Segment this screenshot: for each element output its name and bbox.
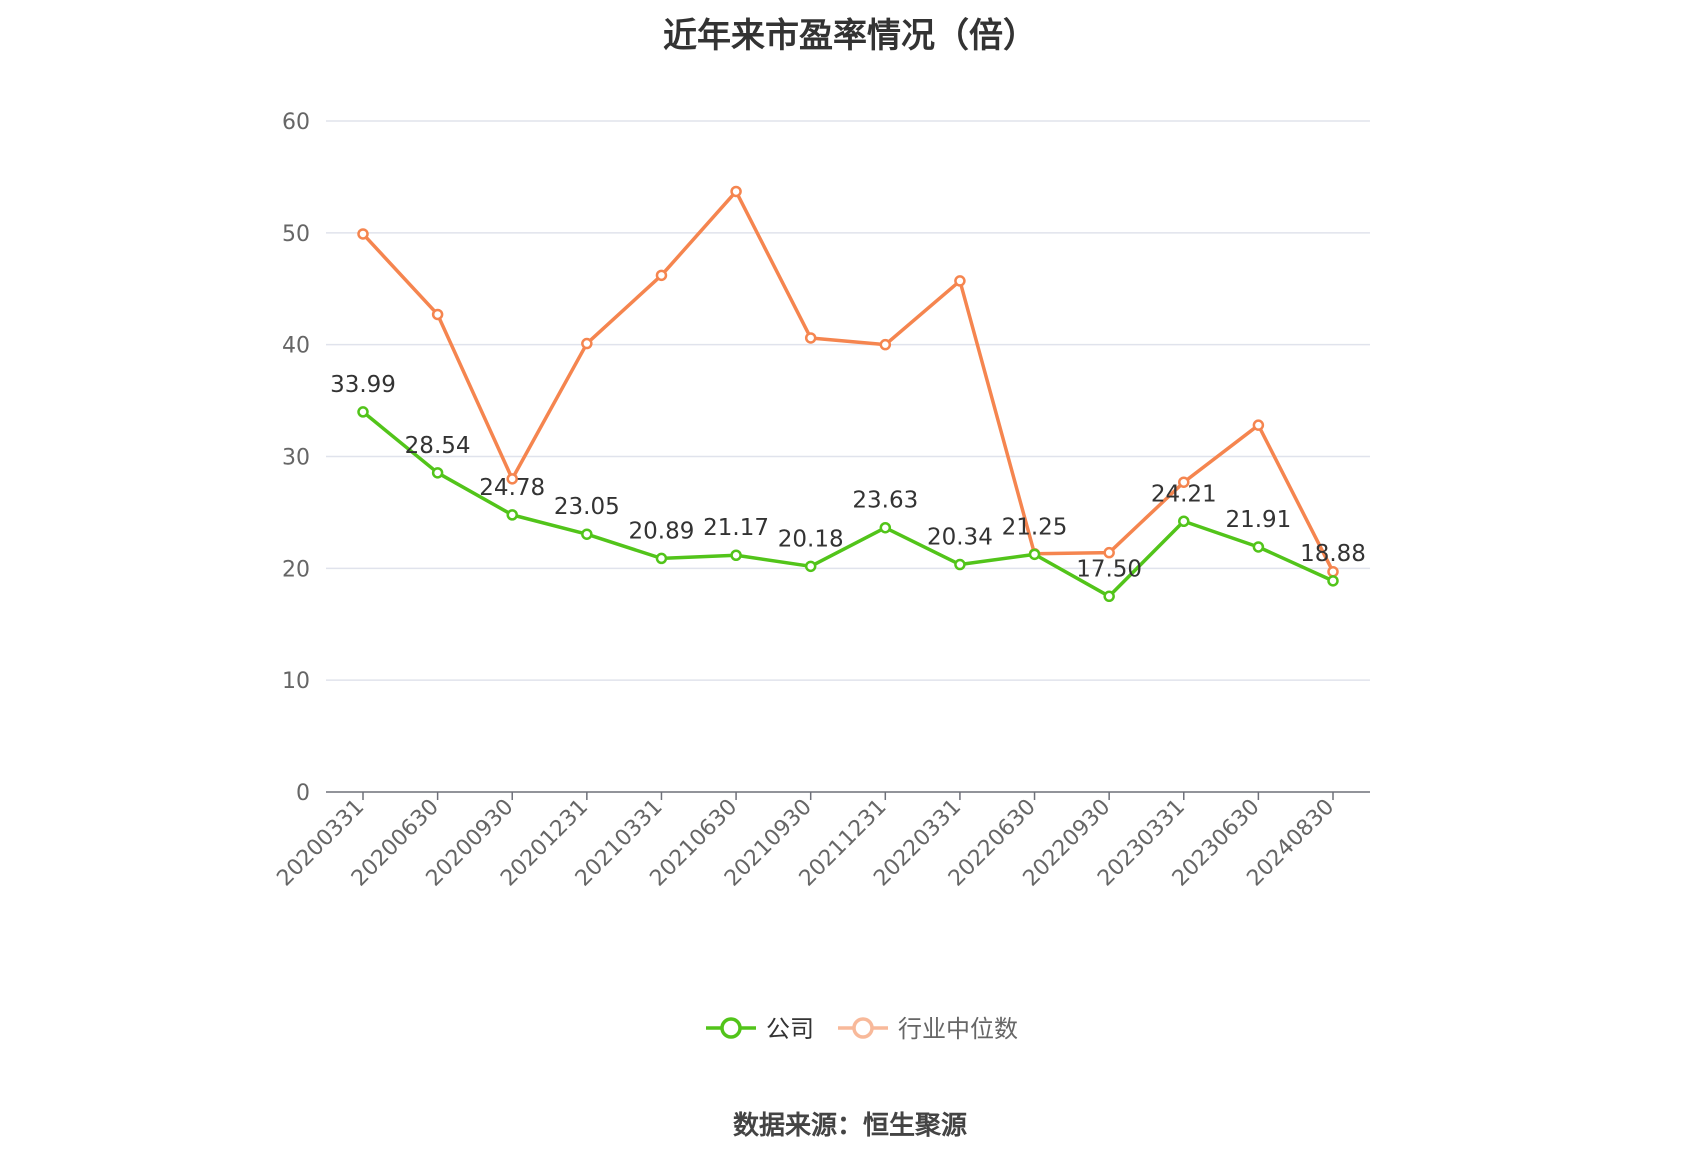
data-point: [1252, 541, 1265, 553]
data-point: [1103, 590, 1115, 603]
data-label: 24.21: [1151, 481, 1217, 507]
data-point: [655, 269, 668, 282]
data-point: [730, 185, 742, 198]
y-tick-label: 30: [282, 446, 310, 471]
data-point: [506, 473, 518, 485]
data-point: [581, 528, 593, 540]
y-tick-label: 0: [296, 781, 310, 806]
legend-marker: [720, 1017, 742, 1039]
legend-label: 公司: [766, 1015, 814, 1043]
data-point: [730, 549, 742, 561]
series-line: [361, 189, 1335, 573]
data-label: 23.05: [554, 494, 620, 520]
y-tick-label: 20: [282, 557, 310, 582]
data-point: [954, 558, 966, 571]
data-point: [1327, 565, 1339, 578]
data-label: 24.78: [479, 475, 545, 501]
data-point: [431, 467, 444, 479]
y-tick-label: 50: [282, 222, 310, 247]
data-point: [431, 308, 444, 321]
data-point: [1028, 548, 1041, 561]
data-label: 33.99: [330, 372, 396, 398]
data-source-note: 数据来源：恒生聚源: [732, 1111, 967, 1141]
data-point: [506, 509, 518, 521]
y-tick-label: 60: [282, 110, 310, 135]
data-label: 21.91: [1225, 507, 1291, 533]
data-label: 23.63: [852, 488, 918, 514]
legend-label: 行业中位数: [898, 1015, 1018, 1043]
data-label: 28.54: [405, 433, 471, 459]
data-point: [655, 552, 668, 565]
data-point: [1103, 546, 1115, 559]
data-point: [1327, 575, 1339, 587]
data-point: [1178, 515, 1190, 528]
data-label: 17.50: [1076, 556, 1142, 582]
data-label: 21.17: [703, 515, 769, 541]
data-label: 20.18: [778, 526, 844, 552]
data-point: [1252, 419, 1265, 431]
y-tick-label: 10: [282, 669, 310, 694]
data-point: [357, 406, 369, 418]
data-label: 20.34: [927, 525, 993, 551]
data-point: [954, 275, 966, 287]
data-point: [879, 521, 892, 534]
y-tick-label: 40: [282, 334, 310, 359]
data-label: 20.89: [629, 518, 695, 544]
data-point: [1178, 476, 1190, 488]
chart-title: 近年来市盈率情况（倍）: [663, 16, 1037, 56]
legend-marker: [852, 1017, 874, 1039]
data-label: 18.88: [1300, 541, 1366, 567]
data-point: [879, 338, 892, 351]
series-line: [361, 410, 1334, 599]
data-point: [804, 560, 817, 573]
data-point: [357, 228, 369, 240]
data-point: [804, 332, 817, 344]
data-point: [581, 337, 593, 350]
data-label: 21.25: [1002, 514, 1068, 540]
